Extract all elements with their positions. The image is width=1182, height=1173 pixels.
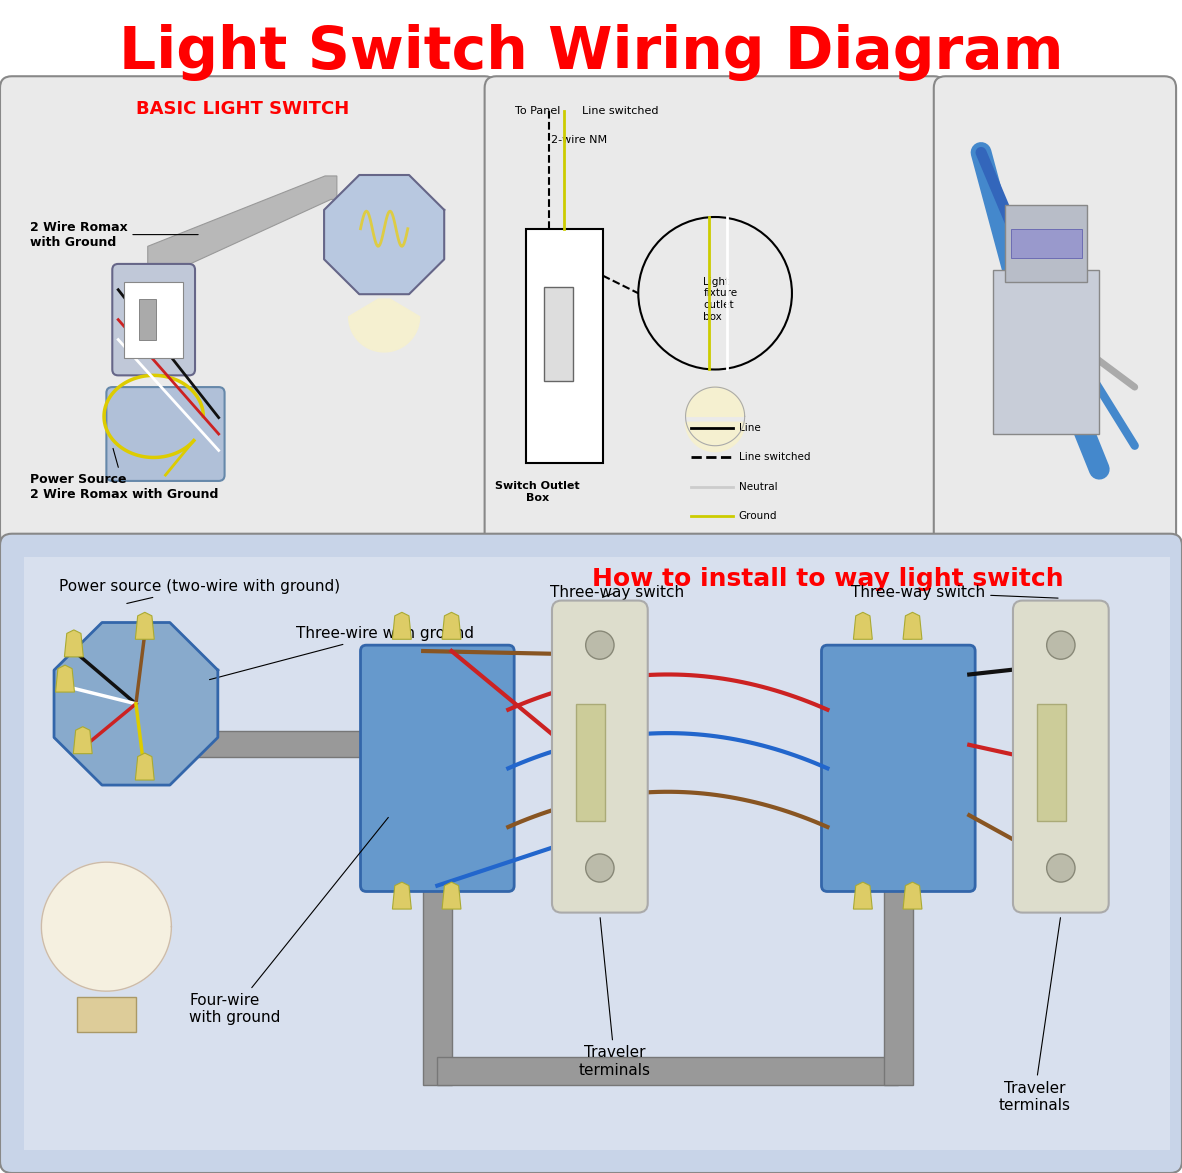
Polygon shape	[853, 882, 872, 909]
Bar	[1037, 704, 1066, 821]
Polygon shape	[41, 862, 171, 991]
Polygon shape	[324, 175, 444, 294]
Bar	[884, 886, 913, 1085]
Text: Ground: Ground	[739, 511, 778, 521]
FancyBboxPatch shape	[552, 601, 648, 913]
Text: 2 Wire Romax
with Ground: 2 Wire Romax with Ground	[30, 221, 199, 249]
Polygon shape	[135, 753, 154, 780]
FancyBboxPatch shape	[0, 76, 496, 545]
Polygon shape	[686, 422, 745, 452]
Circle shape	[585, 854, 613, 882]
Text: Line switched: Line switched	[739, 453, 810, 462]
Text: Switch Outlet
Box: Switch Outlet Box	[495, 481, 580, 502]
Bar	[139, 299, 156, 340]
FancyBboxPatch shape	[485, 76, 946, 545]
FancyBboxPatch shape	[124, 282, 183, 358]
FancyBboxPatch shape	[361, 645, 514, 891]
Text: Neutral: Neutral	[739, 482, 778, 491]
Polygon shape	[392, 882, 411, 909]
Text: Traveler
terminals: Traveler terminals	[579, 917, 650, 1078]
FancyBboxPatch shape	[0, 534, 1182, 1173]
Circle shape	[585, 631, 613, 659]
FancyBboxPatch shape	[106, 387, 225, 481]
Circle shape	[1047, 854, 1076, 882]
Text: Three-wire with ground: Three-wire with ground	[209, 626, 474, 679]
Polygon shape	[64, 630, 83, 657]
Bar	[437, 1057, 898, 1085]
FancyBboxPatch shape	[112, 264, 195, 375]
Bar	[544, 287, 573, 381]
Text: Light Switch Wiring Diagram: Light Switch Wiring Diagram	[118, 25, 1064, 81]
Bar	[1011, 229, 1082, 258]
Bar	[993, 270, 1099, 434]
Circle shape	[1047, 631, 1076, 659]
Polygon shape	[135, 612, 154, 639]
Text: BASIC LIGHT SWITCH: BASIC LIGHT SWITCH	[136, 100, 349, 117]
Polygon shape	[56, 665, 74, 692]
Polygon shape	[442, 882, 461, 909]
Bar	[526, 229, 603, 463]
Text: Three-way switch: Three-way switch	[550, 585, 683, 599]
Text: Three-way switch: Three-way switch	[851, 585, 1058, 599]
Polygon shape	[442, 612, 461, 639]
Polygon shape	[24, 557, 1170, 1150]
Text: Line switched: Line switched	[583, 106, 658, 116]
Polygon shape	[903, 612, 922, 639]
Polygon shape	[148, 176, 337, 270]
Polygon shape	[686, 387, 745, 416]
Polygon shape	[853, 612, 872, 639]
Bar	[1005, 205, 1087, 282]
Polygon shape	[54, 623, 217, 785]
Bar	[180, 731, 440, 757]
Text: Power Source
2 Wire Romax with Ground: Power Source 2 Wire Romax with Ground	[30, 448, 217, 501]
Text: How to install to way light switch: How to install to way light switch	[591, 567, 1064, 590]
Text: To Panel: To Panel	[515, 106, 560, 116]
Text: Traveler
terminals: Traveler terminals	[999, 917, 1070, 1113]
Text: Four-wire
with ground: Four-wire with ground	[189, 818, 389, 1025]
Polygon shape	[392, 612, 411, 639]
Bar	[77, 997, 136, 1032]
Text: Light
fixture
outlet
box: Light fixture outlet box	[703, 277, 738, 321]
FancyBboxPatch shape	[1013, 601, 1109, 913]
Text: Line: Line	[739, 423, 760, 433]
Text: Power source (two-wire with ground): Power source (two-wire with ground)	[59, 579, 340, 603]
Bar	[423, 886, 452, 1085]
Polygon shape	[73, 726, 92, 753]
Bar	[576, 704, 605, 821]
Polygon shape	[903, 882, 922, 909]
Text: 2-wire NM: 2-wire NM	[551, 135, 608, 145]
FancyBboxPatch shape	[934, 76, 1176, 545]
Polygon shape	[349, 299, 420, 352]
FancyBboxPatch shape	[821, 645, 975, 891]
